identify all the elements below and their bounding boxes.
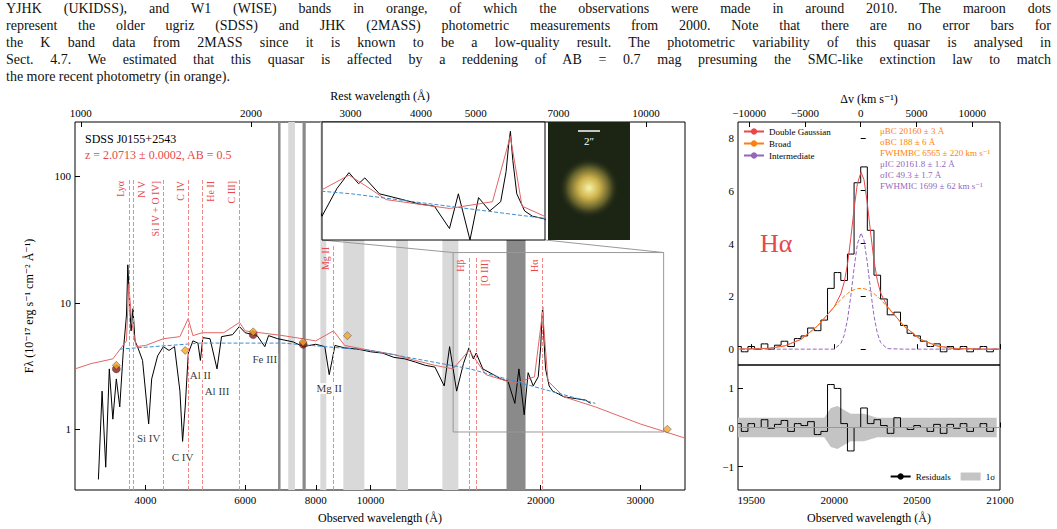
svg-text:Broad: Broad [769,139,791,149]
svg-text:Si IV + O IV]: Si IV + O IV] [150,181,161,236]
svg-text:Δv (km s⁻¹): Δv (km s⁻¹) [840,92,898,106]
svg-text:4000: 4000 [135,494,158,506]
svg-text:10000: 10000 [357,494,385,506]
svg-text:8000: 8000 [305,494,328,506]
svg-text:5000: 5000 [465,107,488,119]
svg-text:Observed wavelength (Å): Observed wavelength (Å) [318,511,442,525]
svg-text:Residuals: Residuals [916,472,951,482]
svg-text:4000: 4000 [410,107,433,119]
svg-text:N V: N V [136,180,147,198]
svg-text:−1: −1 [722,461,734,473]
svg-text:Fe III: Fe III [252,353,277,365]
svg-text:2: 2 [729,290,735,302]
svg-text:Observed wavelength (Å): Observed wavelength (Å) [807,511,931,525]
svg-text:1000: 1000 [70,107,93,119]
svg-text:Intermediate: Intermediate [769,151,814,161]
svg-text:C IV: C IV [175,180,186,201]
svg-text:100: 100 [55,170,72,182]
html-text:the K band data from 2MASS sin: the K band data from 2MASS since it is k… [6,35,1051,50]
svg-text:8: 8 [729,132,735,144]
svg-text:6: 6 [729,185,735,197]
svg-text:5000: 5000 [905,107,928,119]
html-text:represent the older ugriz (SDS: represent the older ugriz (SDSS) and JHK… [6,18,1051,33]
html-text:the more recent photometry (in: the more recent photometry (in orange). [6,69,230,84]
svg-text:21000: 21000 [986,494,1014,506]
svg-text:σBC 188 ± 6 Å: σBC 188 ± 6 Å [880,137,936,147]
svg-text:z = 2.0713 ± 0.0002, AB = 0.5: z = 2.0713 ± 0.0002, AB = 0.5 [85,148,231,162]
svg-text:SDSS J0155+2543: SDSS J0155+2543 [85,132,176,146]
svg-text:Si IV: Si IV [137,432,161,444]
html-text:YJHK (UKIDSS), and W1 (WISE) b: YJHK (UKIDSS), and W1 (WISE) bands in or… [6,1,1051,16]
svg-text:2″: 2″ [584,135,594,147]
svg-text:10: 10 [60,297,72,309]
svg-text:FWHMBC 6565 ± 220 km s⁻¹: FWHMBC 6565 ± 220 km s⁻¹ [880,148,990,158]
svg-text:Mg II: Mg II [317,382,343,394]
svg-text:6000: 6000 [234,494,257,506]
svg-text:20000: 20000 [820,494,848,506]
svg-text:Hα: Hα [760,229,793,258]
svg-text:[O III]: [O III] [479,260,490,286]
svg-text:σIC 49.3 ± 1.7 Å: σIC 49.3 ± 1.7 Å [880,170,942,180]
svg-text:3000: 3000 [339,107,362,119]
svg-text:1σ: 1σ [986,472,996,482]
svg-text:10000: 10000 [958,107,986,119]
svg-text:Fλ (10⁻¹⁷ erg s⁻¹ cm⁻² Å⁻¹): Fλ (10⁻¹⁷ erg s⁻¹ cm⁻² Å⁻¹) [22,239,36,374]
svg-text:Al II: Al II [190,369,211,381]
svg-text:C III]: C III] [226,181,237,204]
svg-text:Al III: Al III [205,385,230,397]
svg-text:μIC 20161.8 ± 1.2 Å: μIC 20161.8 ± 1.2 Å [880,159,955,169]
svg-text:1: 1 [729,382,735,394]
svg-text:He II: He II [205,181,216,202]
svg-text:0: 0 [729,422,735,434]
svg-text:−10000: −10000 [732,107,766,119]
svg-text:1: 1 [66,423,72,435]
svg-text:Hα: Hα [529,259,540,272]
svg-text:Hβ: Hβ [455,260,466,272]
svg-text:Double Gaussian: Double Gaussian [769,127,831,137]
svg-text:2000: 2000 [240,107,263,119]
svg-text:30000: 30000 [626,494,654,506]
svg-text:20000: 20000 [527,494,555,506]
svg-text:FWHMIC 1699 ± 62 km s⁻¹: FWHMIC 1699 ± 62 km s⁻¹ [880,181,983,191]
svg-text:7000: 7000 [547,107,570,119]
svg-text:10000: 10000 [632,107,660,119]
svg-text:Mg II: Mg II [320,247,331,270]
svg-text:0: 0 [858,107,864,119]
svg-text:4: 4 [729,238,735,250]
svg-text:μBC 20160 ± 3 Å: μBC 20160 ± 3 Å [880,126,945,136]
svg-text:19500: 19500 [738,494,766,506]
svg-text:C IV: C IV [172,451,194,463]
svg-text:0: 0 [729,343,735,355]
svg-text:Rest wavelength (Å): Rest wavelength (Å) [330,89,429,103]
svg-text:Lyα: Lyα [115,180,126,197]
svg-text:20500: 20500 [903,494,931,506]
svg-text:−5000: −5000 [791,107,820,119]
html-text:Sect. 4.7. We estimated that t: Sect. 4.7. We estimated that this quasar… [6,52,1051,67]
